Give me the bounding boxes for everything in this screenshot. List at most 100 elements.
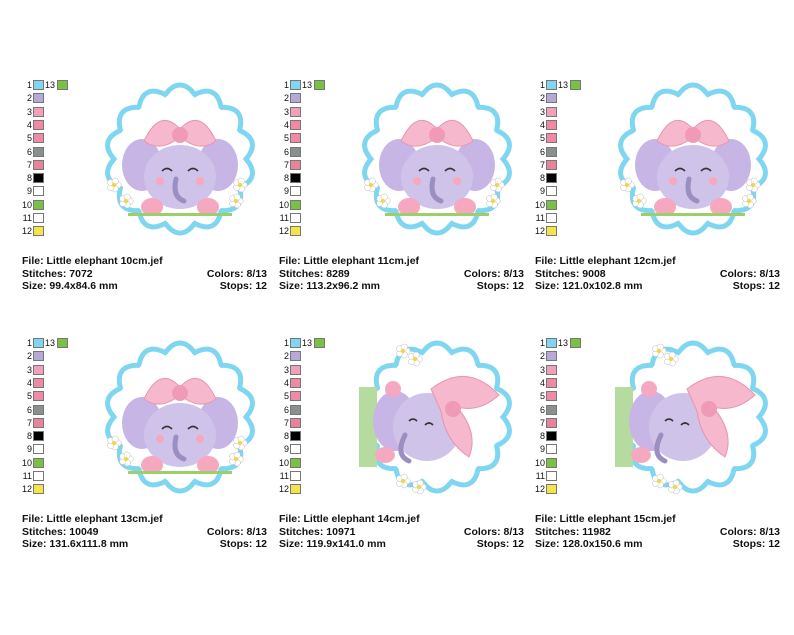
color-row: 5 <box>535 390 557 402</box>
color-swatch <box>546 351 557 362</box>
daisy-flower <box>664 351 679 367</box>
color-swatch <box>33 119 44 130</box>
design-info: File: Little elephant 14cm.jef Stitches:… <box>279 513 524 551</box>
color-row: 12 <box>22 483 44 495</box>
daisy-center <box>237 182 243 188</box>
color-swatch <box>33 444 44 455</box>
left-eye <box>161 167 173 172</box>
stitches-label: Stitches: 10049 <box>22 525 99 538</box>
color-number: 8 <box>283 431 289 442</box>
color-row: 5 <box>535 132 557 144</box>
foot-top <box>385 381 401 397</box>
color-swatch <box>546 417 557 428</box>
daisy-flower <box>233 177 248 193</box>
color-number: 12 <box>279 226 290 237</box>
color-swatch <box>290 173 301 184</box>
color-row: 6 <box>279 146 301 158</box>
left-eye <box>418 167 430 172</box>
color-row: 1 13 <box>535 337 582 349</box>
left-foot <box>398 198 420 216</box>
color-row: 3 <box>535 364 557 376</box>
design-card: 1 13 2 3 4 5 6 7 8 9 10 11 12 File: Little elephant … <box>535 79 780 292</box>
color-number: 13 <box>302 338 313 348</box>
daisy-center <box>636 198 642 204</box>
color-number: 12 <box>535 484 546 495</box>
colors-label: Colors: 8/13 <box>206 267 267 280</box>
design-card: 1 13 2 3 4 5 6 7 8 9 10 11 12 File: Little elephant … <box>535 337 780 550</box>
daisy-flower <box>119 193 134 209</box>
color-swatch <box>33 377 44 388</box>
daisy-center <box>368 182 374 188</box>
color-swatch <box>290 133 301 144</box>
color-swatch <box>290 80 301 90</box>
color-row: 8 <box>22 430 44 442</box>
left-eye <box>161 425 173 430</box>
trunk <box>172 176 187 204</box>
color-swatch <box>33 431 44 442</box>
color-number: 3 <box>26 106 32 117</box>
color-number: 6 <box>26 404 32 415</box>
daisy-center <box>111 182 117 188</box>
color-row: 1 13 <box>279 79 326 91</box>
embroidery-art <box>105 82 255 236</box>
color-number: 13 <box>45 338 56 348</box>
color-swatch <box>546 431 557 442</box>
size-label: Size: 128.0x150.6 mm <box>535 538 643 550</box>
color-row: 12 <box>535 225 557 237</box>
color-swatch <box>33 186 44 197</box>
color-swatch <box>33 146 44 157</box>
daisy-center <box>746 198 752 204</box>
left-foot <box>654 198 676 216</box>
color-number: 1 <box>539 80 545 90</box>
embroidery-svg <box>615 340 768 495</box>
color-row: 6 <box>535 146 557 158</box>
daisy-center <box>237 440 243 446</box>
color-row: 3 <box>535 106 557 118</box>
file-label: File: Little elephant 10cm.jef <box>22 255 163 267</box>
color-swatch <box>546 213 557 223</box>
color-number: 12 <box>22 226 33 237</box>
right-foot <box>710 198 732 216</box>
color-number: 11 <box>279 213 289 223</box>
color-row: 9 <box>279 443 301 455</box>
color-row: 4 <box>279 119 301 131</box>
color-number: 12 <box>22 484 33 495</box>
daisy-center <box>400 478 406 484</box>
color-row: 10 <box>279 199 301 211</box>
color-swatch <box>546 119 557 130</box>
left-cheek <box>156 177 164 185</box>
color-number: 13 <box>558 338 569 348</box>
color-swatch <box>546 173 557 184</box>
color-swatch <box>33 457 44 468</box>
color-row: 12 <box>279 483 301 495</box>
stops-label: Stops: 12 <box>732 280 780 292</box>
daisy-flower <box>229 451 244 467</box>
color-number: 3 <box>283 106 289 117</box>
right-eye <box>187 425 199 430</box>
color-swatch <box>290 186 301 197</box>
design-info: File: Little elephant 12cm.jef Stitches:… <box>535 255 780 293</box>
color-swatch <box>57 338 69 348</box>
color-row: 1 13 <box>22 79 69 91</box>
color-row: 8 <box>22 172 44 184</box>
design-card: 1 13 2 3 4 5 6 7 8 9 10 11 12 File: Little elephant … <box>279 337 524 550</box>
file-label: File: Little elephant 14cm.jef <box>279 513 420 525</box>
embroidery-svg <box>359 340 512 495</box>
color-swatch <box>33 351 44 362</box>
daisy-center <box>400 348 406 354</box>
file-label: File: Little elephant 13cm.jef <box>22 513 163 525</box>
color-swatch <box>290 159 301 170</box>
color-number: 8 <box>26 431 32 442</box>
color-swatch <box>546 377 557 388</box>
bow-knot <box>445 401 461 417</box>
embroidery-svg <box>105 340 255 494</box>
color-number: 7 <box>539 159 545 170</box>
color-row: 7 <box>535 159 557 171</box>
color-number: 3 <box>539 106 545 117</box>
trunk <box>398 432 412 464</box>
colors-label: Colors: 8/13 <box>719 525 780 538</box>
daisy-center <box>494 182 500 188</box>
daisy-center <box>672 484 678 490</box>
color-swatch <box>290 484 301 495</box>
color-row: 2 <box>535 92 557 104</box>
